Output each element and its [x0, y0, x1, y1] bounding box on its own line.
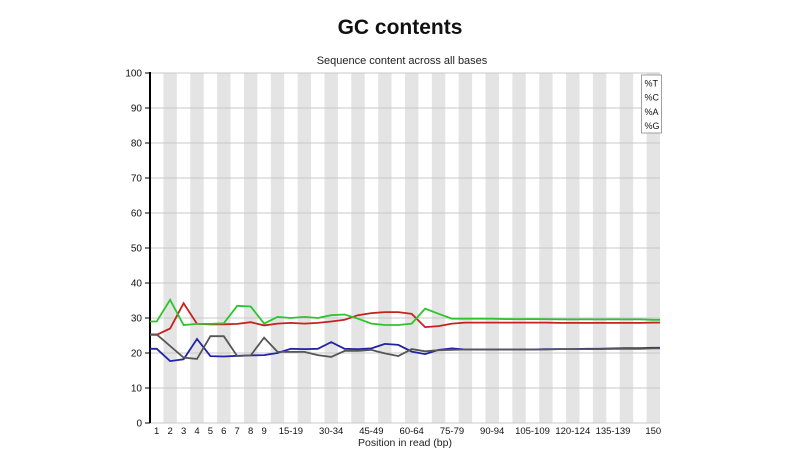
chart-subtitle: Sequence content across all bases [317, 55, 488, 67]
x-tick-label: 5 [208, 426, 213, 437]
legend-box [641, 74, 662, 134]
y-tick-label: 80 [131, 139, 143, 150]
legend: %T %C %A %G [641, 74, 662, 134]
series-line-pct-T [150, 301, 660, 336]
y-tick-label: 40 [131, 279, 143, 290]
x-tick-label: 9 [261, 426, 266, 437]
y-tick-label: 70 [131, 174, 143, 185]
gridlines [150, 72, 660, 424]
x-tick-label: 120-124 [555, 426, 590, 437]
legend-item-pct-G: %G [645, 121, 660, 131]
y-axis: 0 10 20 30 40 50 60 70 80 90 100 [125, 69, 151, 430]
x-tick-label: 2 [167, 426, 172, 437]
x-tick-label: 3 [181, 426, 186, 437]
y-tick-label: 10 [131, 384, 143, 395]
x-tick-labels: 1 2 3 4 5 6 7 8 9 15-19 30-34 45-49 60-64 75-79 90-94 1… [154, 426, 661, 437]
plot-area: 0 10 20 30 40 50 60 70 80 90 100 1 2 3 4 5 6 7 8 9 15-19 30-3… [125, 69, 662, 437]
x-tick-label: 4 [194, 426, 199, 437]
x-tick-label: 1 [154, 426, 159, 437]
x-tick-label: 6 [221, 426, 226, 437]
x-tick-label: 7 [235, 426, 240, 437]
x-tick-label: 150 [645, 426, 661, 437]
y-tick-label: 30 [131, 314, 143, 325]
x-tick-label: 135-139 [596, 426, 631, 437]
y-tick-label: 50 [131, 244, 143, 255]
x-tick-label: 105-109 [515, 426, 550, 437]
x-tick-label: 8 [248, 426, 253, 437]
x-tick-label: 15-19 [279, 426, 303, 437]
y-tick-label: 20 [131, 349, 143, 360]
y-tick-label: 90 [131, 104, 143, 115]
legend-item-pct-T: %T [645, 79, 659, 89]
series-line-pct-A [150, 297, 660, 326]
legend-item-pct-A: %A [645, 107, 659, 117]
y-tick-label: 0 [136, 419, 142, 430]
legend-item-pct-C: %C [645, 93, 660, 103]
x-tick-label: 60-64 [400, 426, 424, 437]
x-tick-label: 45-49 [359, 426, 383, 437]
y-tick-label: 100 [125, 69, 142, 80]
series-line-pct-G [150, 333, 660, 360]
x-axis-title: Position in read (bp) [358, 437, 452, 449]
y-tick-label: 60 [131, 209, 143, 220]
x-tick-label: 90-94 [480, 426, 504, 437]
x-tick-label: 30-34 [319, 426, 343, 437]
page-title: GC contents [338, 16, 463, 39]
x-tick-label: 75-79 [440, 426, 464, 437]
